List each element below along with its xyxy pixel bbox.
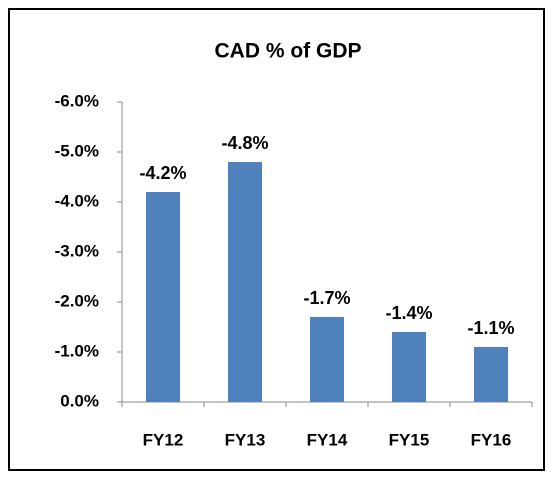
x-tick-label: FY12: [143, 430, 184, 449]
bar: [474, 347, 508, 402]
y-tick-label: -1.0%: [55, 341, 99, 360]
y-tick-label: 0.0%: [60, 391, 99, 410]
bar: [310, 317, 344, 402]
x-tick-label: FY16: [471, 430, 512, 449]
value-label: -4.2%: [139, 163, 186, 183]
value-label: -1.7%: [303, 288, 350, 308]
chart-title: CAD % of GDP: [215, 40, 362, 63]
y-tick-label: -4.0%: [55, 191, 99, 210]
value-label: -1.1%: [467, 318, 514, 338]
value-label: -1.4%: [385, 303, 432, 323]
x-tick-label: FY14: [307, 430, 348, 449]
x-tick-label: FY13: [225, 430, 266, 449]
y-tick-label: -5.0%: [55, 141, 99, 160]
value-label: -4.8%: [221, 133, 268, 153]
bar: [392, 332, 426, 402]
bar: [146, 192, 180, 402]
y-tick-label: -6.0%: [55, 91, 99, 110]
y-tick-label: -3.0%: [55, 241, 99, 260]
chart-frame: [8, 8, 545, 471]
y-tick-label: -2.0%: [55, 291, 99, 310]
bar: [228, 162, 262, 402]
x-tick-label: FY15: [389, 430, 430, 449]
